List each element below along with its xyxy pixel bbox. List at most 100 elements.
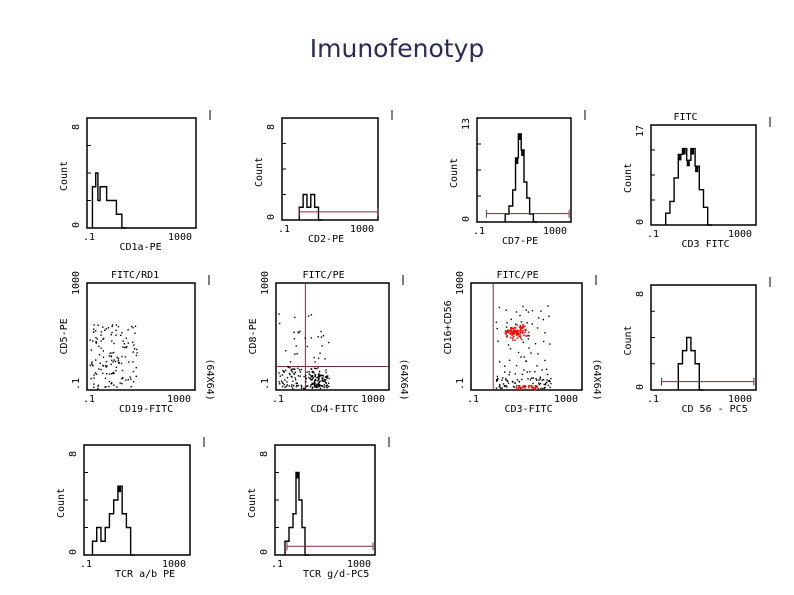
scatter-dense-event (310, 378, 312, 381)
scatter-event (534, 343, 537, 345)
scatter-cluster-event (510, 330, 513, 333)
scatter-event (511, 380, 514, 383)
scatter-dense-event (314, 384, 316, 387)
scatter-event (547, 384, 550, 387)
scatter-event (317, 367, 319, 369)
scatter-event (505, 379, 507, 381)
scatter-event (111, 382, 113, 384)
scatter-cluster-event (515, 332, 518, 334)
scatter-event (111, 352, 113, 354)
histogram-series (504, 133, 538, 223)
scatter-dense-event (326, 375, 328, 378)
histogram-peak-mark (678, 154, 682, 161)
y-max-tick-label: 1000 (260, 271, 271, 295)
y-axis-label: CD5-PE (59, 318, 70, 354)
x-axis-label: CD7-PE (502, 236, 538, 247)
scatter-event (282, 382, 284, 385)
scatter-event (102, 350, 104, 352)
scatter-cluster-event (525, 385, 527, 388)
scatter-event (310, 337, 313, 339)
histogram-peak-mark (686, 160, 690, 167)
scatter-event (544, 382, 547, 385)
scatter-event (523, 369, 525, 371)
scatter-event (300, 384, 303, 387)
scatter-event (312, 370, 314, 373)
scatter-cluster-event (519, 326, 522, 329)
scatter-event (322, 335, 325, 337)
scatter-event (281, 374, 284, 376)
scatter-event (540, 387, 542, 390)
scatter-event (318, 370, 321, 373)
scatter-event (508, 359, 511, 362)
scatter-cluster-event (525, 328, 527, 331)
scatter-event (525, 309, 527, 311)
scatter-cluster-event (522, 326, 525, 329)
scatter-event (321, 345, 323, 347)
scatter-cluster-event (519, 329, 521, 332)
scatter-event (294, 368, 296, 370)
y-min-tick-label: 0 (461, 216, 472, 222)
y-axis-label: Count (247, 488, 258, 518)
scatter-event (288, 372, 291, 375)
scatter-event (502, 377, 504, 379)
scatter-event (293, 384, 295, 387)
scatter-event (98, 345, 100, 348)
scatter-event (531, 309, 534, 312)
scatter-cluster-event (506, 331, 508, 333)
scatter-event (291, 384, 293, 386)
scatter-event (93, 383, 95, 385)
scatter-cluster-event (515, 387, 518, 389)
scatter-event (136, 352, 138, 354)
x-axis-label: CD1a-PE (120, 242, 162, 253)
scatter-event (278, 372, 280, 374)
scatter-event (278, 381, 280, 383)
x-max-tick-label: 1000 (350, 224, 374, 235)
scatter-event (528, 347, 530, 349)
scatter-event (104, 329, 106, 331)
scatter-cluster-event (532, 386, 535, 389)
scatter-event (496, 375, 499, 378)
scatter-cluster-event (522, 385, 524, 388)
scatter-event (530, 377, 533, 379)
scatter-cluster-event (532, 387, 535, 390)
scatter-event (542, 340, 545, 343)
scatter-cluster-event (505, 333, 507, 336)
y-axis-label: CD8-PE (248, 318, 259, 354)
scatter-event (279, 375, 281, 377)
scatter-cluster-event (517, 387, 520, 389)
plot-frame (470, 282, 583, 391)
scatter-dense-event (321, 377, 324, 380)
scatter-event (514, 382, 516, 385)
scatter-event (318, 385, 321, 388)
scatter-event (504, 371, 506, 373)
scatter-event (294, 353, 296, 355)
panel-tcrab (83, 437, 205, 556)
scatter-dense-event (317, 377, 320, 380)
scatter-event (508, 373, 510, 376)
scatter-cluster-event (515, 327, 517, 329)
x-axis-label: CD4-FITC (311, 404, 359, 415)
scatter-event (299, 330, 301, 333)
scatter-event (127, 329, 129, 331)
y-min-tick-label: 0 (635, 384, 646, 390)
scatter-event (317, 357, 320, 360)
scatter-cluster-event (515, 331, 518, 333)
scatter-event (320, 330, 322, 333)
scatter-event (285, 385, 288, 387)
scatter-event (97, 384, 100, 387)
scatter-event (496, 327, 498, 330)
scatter-cluster-event (517, 331, 519, 333)
scatter-event (529, 370, 531, 373)
scatter-event (314, 367, 316, 369)
scatter-event (113, 342, 115, 345)
scatter-cluster-event (527, 334, 529, 336)
scatter-event (505, 378, 507, 380)
scatter-event (118, 362, 120, 364)
y-min-tick-label: .1 (71, 378, 82, 390)
scatter-event (300, 387, 303, 389)
y-max-tick-label: 8 (266, 124, 277, 130)
scatter-event (104, 377, 107, 380)
scatter-event (99, 362, 102, 364)
scatter-dense-event (312, 383, 314, 386)
